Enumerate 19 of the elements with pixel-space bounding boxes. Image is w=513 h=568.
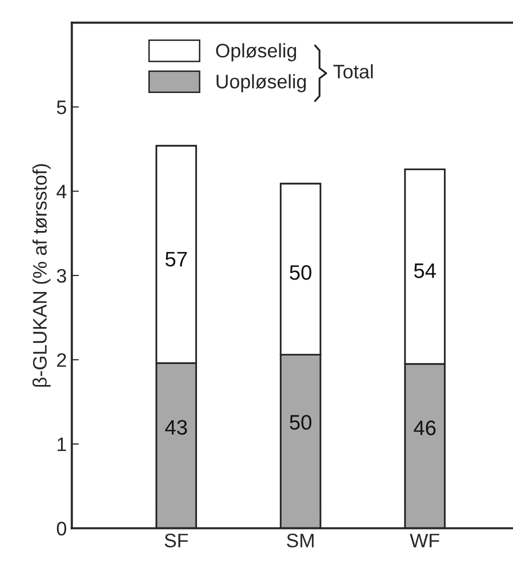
annotation: 46 bbox=[414, 420, 436, 436]
y-tick-label: 3 bbox=[56, 268, 66, 283]
legend-label: Opløselig bbox=[216, 43, 296, 62]
y-tick-label: 0 bbox=[56, 522, 66, 536]
annotation: 43 bbox=[165, 420, 187, 435]
x-tick-label: SF bbox=[164, 534, 188, 548]
x-tick-label: WF bbox=[410, 534, 440, 548]
legend-label: Uopløselig bbox=[216, 74, 306, 92]
y-tick-label: 4 bbox=[56, 184, 66, 198]
y-axis-title: β-GLUKAN (% af tørsstof) bbox=[32, 164, 51, 387]
annotation: 57 bbox=[165, 252, 187, 267]
annotation: 54 bbox=[414, 264, 436, 278]
x-tick-label: SM bbox=[286, 534, 314, 548]
y-tick-label: 2 bbox=[57, 353, 66, 367]
annotation: Total bbox=[333, 64, 373, 78]
annotation: 50 bbox=[290, 265, 312, 280]
annotation: 50 bbox=[290, 414, 312, 430]
y-tick-label: 5 bbox=[56, 100, 66, 114]
y-tick-label: 1 bbox=[58, 438, 66, 452]
